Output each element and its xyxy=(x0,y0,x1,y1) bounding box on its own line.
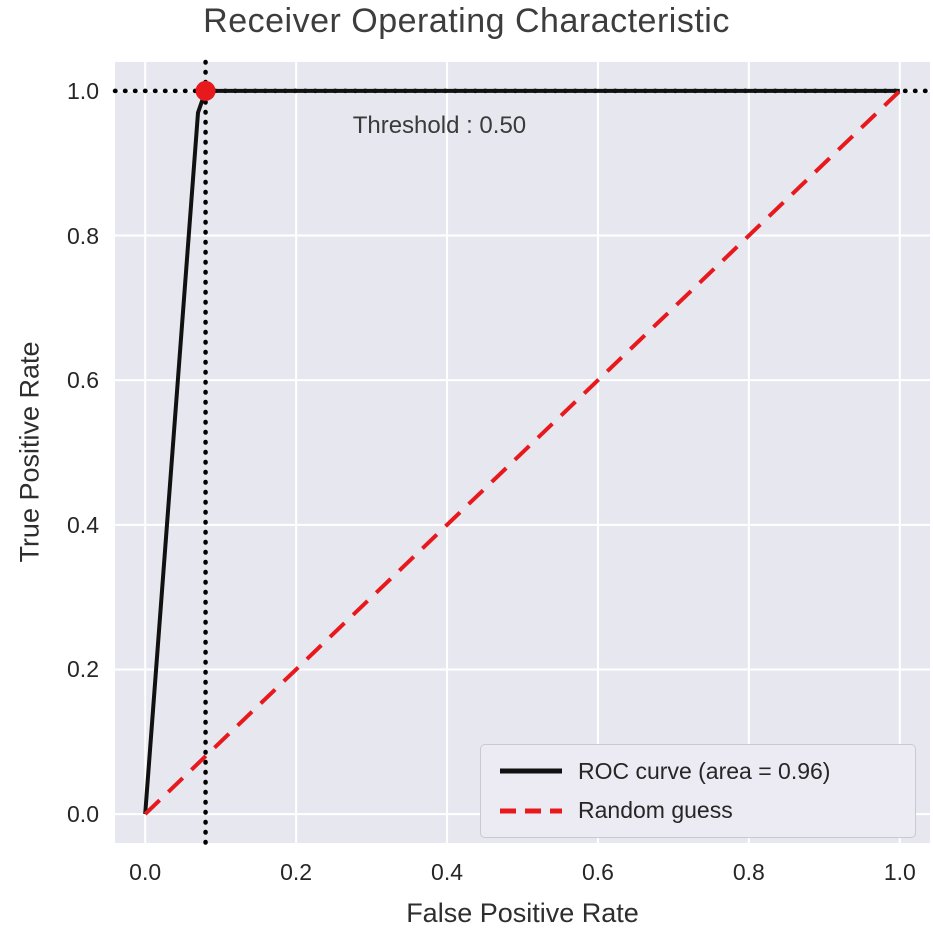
random-line-sample xyxy=(500,808,562,814)
y-tick-label: 0.2 xyxy=(67,656,99,683)
y-tick-label: 0.4 xyxy=(67,511,99,538)
x-tick-label: 0.0 xyxy=(129,859,162,885)
x-tick-label: 0.4 xyxy=(431,859,464,885)
y-tick-label: 0.0 xyxy=(67,801,99,828)
legend-row-roc: ROC curve (area = 0.96) xyxy=(499,758,915,785)
y-tick-label: 1.0 xyxy=(67,77,99,104)
y-tick-label: 0.6 xyxy=(67,367,99,394)
legend-label-roc: ROC curve (area = 0.96) xyxy=(578,757,831,784)
x-tick-label: 0.8 xyxy=(732,859,765,885)
threshold-marker xyxy=(195,80,216,101)
y-tick-label: 0.8 xyxy=(67,222,99,249)
x-tick-label: 0.6 xyxy=(581,859,614,885)
x-tick-label: 1.0 xyxy=(883,859,916,885)
roc-curve-line xyxy=(143,88,900,815)
x-axis-label: False Positive Rate xyxy=(406,898,639,928)
legend-label-random: Random guess xyxy=(578,797,733,824)
x-tick-label: 0.2 xyxy=(280,859,313,885)
legend-box: ROC curve (area = 0.96) Random guess xyxy=(480,744,916,838)
threshold-annotation: Threshold : 0.50 xyxy=(352,111,527,139)
roc-line-sample xyxy=(500,768,562,774)
legend-row-random: Random guess xyxy=(499,797,915,824)
random-guess-line xyxy=(143,89,902,816)
chart-title: Receiver Operating Characteristic xyxy=(203,2,730,40)
